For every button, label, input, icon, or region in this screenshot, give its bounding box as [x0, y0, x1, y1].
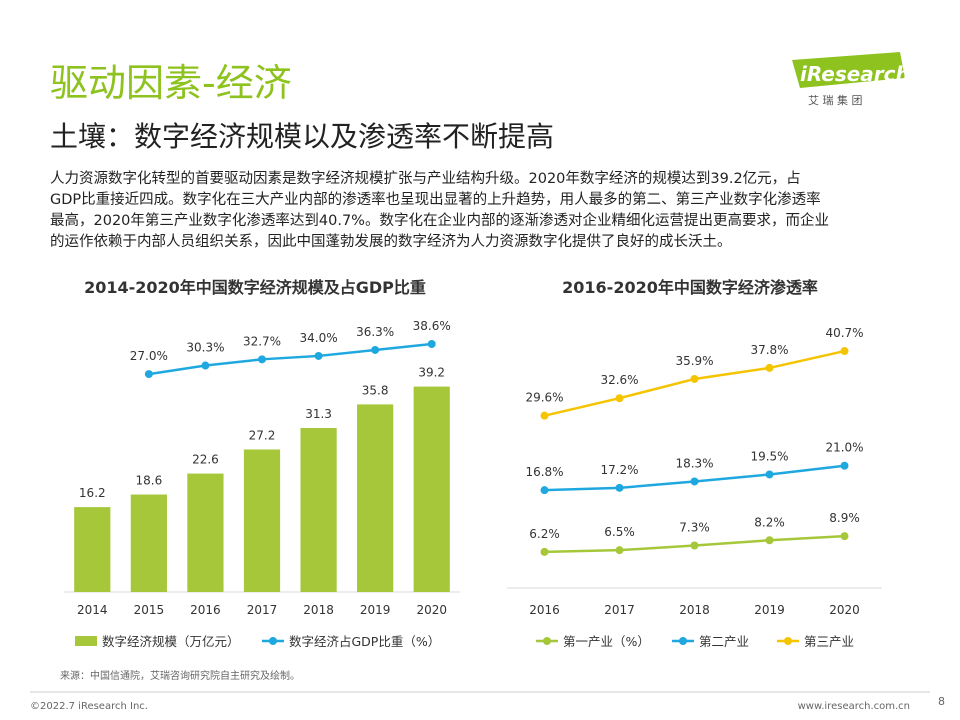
- x-tick-label: 2017: [604, 603, 635, 617]
- point: [144, 370, 153, 379]
- body-line: GDP比重接近四成。数字化在三大产业内部的渗透率也呈现出显著的上升趋势，用人最多…: [50, 190, 821, 208]
- data-label: 32.6%: [600, 373, 638, 387]
- point: [840, 347, 849, 356]
- url: www.iresearch.com.cn: [798, 701, 910, 712]
- point: [540, 486, 549, 495]
- bar: [74, 507, 111, 592]
- point: [690, 541, 699, 550]
- data-label: 21.0%: [825, 441, 863, 455]
- data-label: 8.9%: [829, 511, 860, 525]
- data-label: 37.8%: [750, 343, 788, 357]
- chart-title: 2014-2020年中国数字经济规模及占GDP比重: [84, 278, 426, 297]
- point: [615, 394, 624, 403]
- legend-label: 数字经济规模（万亿元）: [102, 634, 240, 649]
- data-label: 30.3%: [186, 341, 224, 355]
- legend-label: 第三产业: [804, 634, 854, 649]
- point: [765, 363, 774, 372]
- point: [765, 470, 774, 479]
- x-tick-label: 2018: [679, 603, 710, 617]
- body-line: 最高，2020年第三产业数字化渗透率达到40.7%。数字化在企业内部的逐渐渗透对…: [50, 211, 829, 229]
- x-tick-label: 2016: [529, 603, 560, 617]
- point: [540, 411, 549, 420]
- legend-point: [269, 637, 277, 645]
- source: 来源：中国信通院，艾瑞咨询研究院自主研究及绘制。: [60, 669, 300, 682]
- x-tick-label: 2016: [190, 603, 221, 617]
- data-label: 35.8: [362, 383, 389, 397]
- data-label: 7.3%: [679, 520, 710, 534]
- line: [148, 342, 432, 376]
- data-label: 16.8%: [525, 465, 563, 479]
- x-tick-label: 2017: [247, 603, 278, 617]
- data-label: 18.6: [135, 474, 162, 488]
- body-text: 人力资源数字化转型的首要驱动因素是数字经济规模扩张与产业结构升级。2020年数字…: [50, 170, 829, 250]
- x-tick-label: 2020: [416, 603, 447, 617]
- point: [427, 340, 436, 349]
- point: [258, 355, 266, 364]
- data-label: 16.2: [79, 486, 106, 500]
- x-tick-label: 2020: [829, 603, 860, 617]
- data-label: 8.2%: [754, 515, 785, 529]
- bar: [413, 386, 450, 592]
- bar: [357, 404, 394, 592]
- data-label: 31.3: [305, 407, 332, 421]
- data-label: 22.6: [192, 453, 219, 467]
- data-label: 29.6%: [525, 391, 563, 405]
- legend-point: [543, 637, 551, 645]
- logo-sub: 艾 瑞 集 团: [808, 93, 863, 107]
- point: [371, 345, 380, 354]
- data-label: 18.3%: [675, 456, 713, 470]
- logo-brand: iResearch: [800, 62, 910, 86]
- legend-point: [679, 637, 687, 645]
- point: [615, 483, 624, 492]
- point: [314, 351, 323, 360]
- data-label: 6.5%: [604, 525, 635, 539]
- legend-label: 第一产业（%）: [563, 634, 650, 649]
- point: [690, 374, 699, 383]
- legend-swatch: [75, 636, 97, 646]
- data-label: 34.0%: [300, 331, 338, 345]
- legend-label: 数字经济占GDP比重（%）: [289, 634, 440, 649]
- slide-subtitle: 土壤：数字经济规模以及渗透率不断提高: [50, 120, 554, 153]
- data-label: 36.3%: [356, 325, 394, 339]
- legend-label: 第二产业: [699, 634, 749, 649]
- data-label: 38.6%: [413, 319, 451, 333]
- data-label: 27.0%: [130, 349, 168, 363]
- bar: [130, 494, 167, 592]
- bar: [187, 473, 224, 592]
- x-tick-label: 2014: [77, 603, 108, 617]
- point: [201, 361, 210, 370]
- copyright: ©2022.7 iResearch Inc.: [30, 701, 148, 712]
- x-tick-label: 2015: [134, 603, 165, 617]
- legend-point: [784, 637, 792, 645]
- data-label: 32.7%: [243, 334, 281, 348]
- body-line: 的运作依赖于内部人员组织关系，因此中国蓬勃发展的数字经济为人力资源数字化提供了良…: [50, 233, 732, 250]
- bar: [300, 427, 337, 592]
- point: [540, 547, 549, 556]
- page-number: 8: [938, 695, 945, 708]
- point: [765, 536, 774, 545]
- data-label: 35.9%: [675, 354, 713, 368]
- chart-title: 2016-2020年中国数字经济渗透率: [562, 278, 818, 297]
- x-tick-label: 2019: [754, 603, 785, 617]
- data-label: 6.2%: [529, 527, 560, 541]
- logo-shape: [792, 52, 905, 88]
- data-label: 39.2: [418, 366, 445, 380]
- data-label: 17.2%: [600, 463, 638, 477]
- x-tick-label: 2019: [360, 603, 391, 617]
- point: [690, 477, 699, 486]
- body-line: 人力资源数字化转型的首要驱动因素是数字经济规模扩张与产业结构升级。2020年数字…: [50, 170, 801, 187]
- x-tick-label: 2018: [303, 603, 334, 617]
- slide-title: 驱动因素-经济: [50, 61, 292, 105]
- data-label: 19.5%: [750, 449, 788, 463]
- point: [840, 461, 849, 470]
- bar: [243, 449, 281, 592]
- point: [615, 546, 624, 555]
- point: [840, 532, 849, 541]
- data-label: 27.2: [249, 428, 276, 442]
- data-label: 40.7%: [825, 326, 863, 340]
